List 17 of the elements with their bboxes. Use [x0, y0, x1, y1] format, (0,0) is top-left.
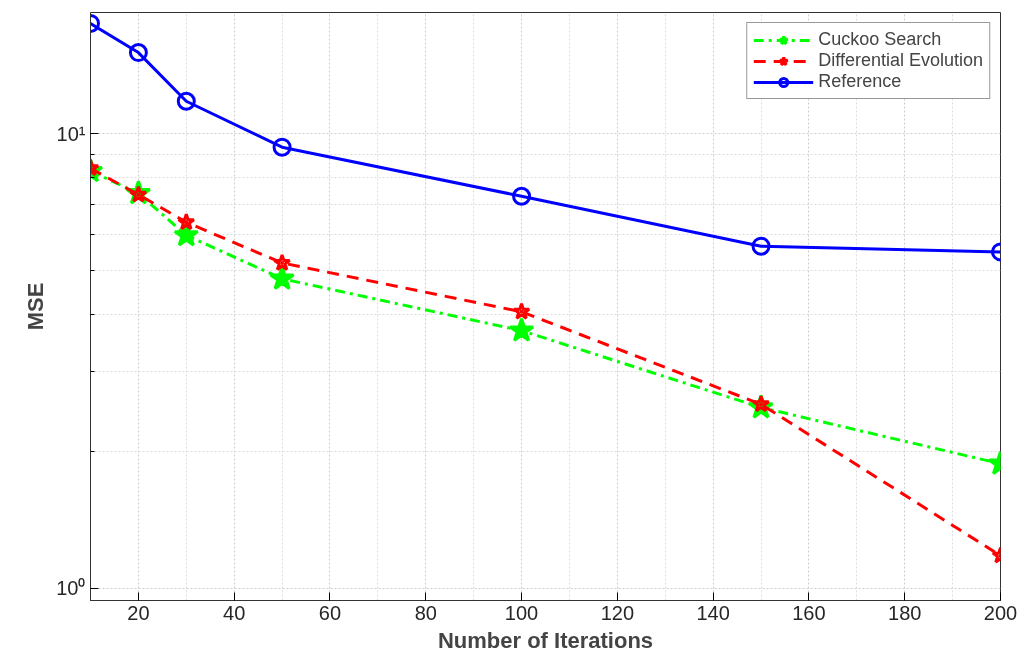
x-tick-label: 140	[696, 601, 730, 624]
x-tick-label: 100	[504, 601, 539, 624]
x-tick-label: 60	[318, 601, 342, 624]
y-axis-title: MSE	[23, 282, 49, 331]
x-tick-label: 120	[600, 601, 635, 624]
x-tick-label: 20	[127, 601, 150, 624]
x-tick-label: 80	[414, 601, 437, 624]
legend-label: Cuckoo Search	[818, 29, 942, 50]
legend-label: Differential Evolution	[818, 50, 983, 71]
x-tick-label: 200	[983, 601, 1018, 624]
y-tick-label: 10⁰	[56, 577, 86, 600]
y-tick-label: 10¹	[56, 122, 86, 145]
x-axis-title: Number of Iterations	[437, 627, 654, 653]
x-tick-label: 160	[792, 601, 826, 624]
x-tick-label: 40	[223, 601, 246, 624]
legend-label: Reference	[818, 71, 902, 92]
x-tick-label: 180	[888, 601, 922, 624]
